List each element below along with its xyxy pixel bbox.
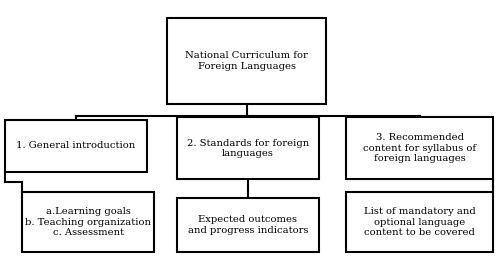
FancyBboxPatch shape	[22, 192, 154, 252]
Text: List of mandatory and
optional language
content to be covered: List of mandatory and optional language …	[364, 207, 476, 237]
FancyBboxPatch shape	[167, 18, 326, 104]
Text: Expected outcomes
and progress indicators: Expected outcomes and progress indicator…	[188, 215, 308, 235]
Text: 1. General introduction: 1. General introduction	[16, 141, 135, 150]
FancyBboxPatch shape	[5, 120, 147, 172]
FancyBboxPatch shape	[346, 192, 493, 252]
Text: National Curriculum for
Foreign Languages: National Curriculum for Foreign Language…	[185, 51, 308, 71]
FancyBboxPatch shape	[177, 117, 319, 179]
FancyBboxPatch shape	[177, 198, 319, 252]
Text: 2. Standards for foreign
languages: 2. Standards for foreign languages	[187, 139, 309, 158]
Text: a.Learning goals
b. Teaching organization
c. Assessment: a.Learning goals b. Teaching organizatio…	[25, 207, 151, 237]
FancyBboxPatch shape	[346, 117, 493, 179]
Text: 3. Recommended
content for syllabus of
foreign languages: 3. Recommended content for syllabus of f…	[363, 133, 476, 163]
